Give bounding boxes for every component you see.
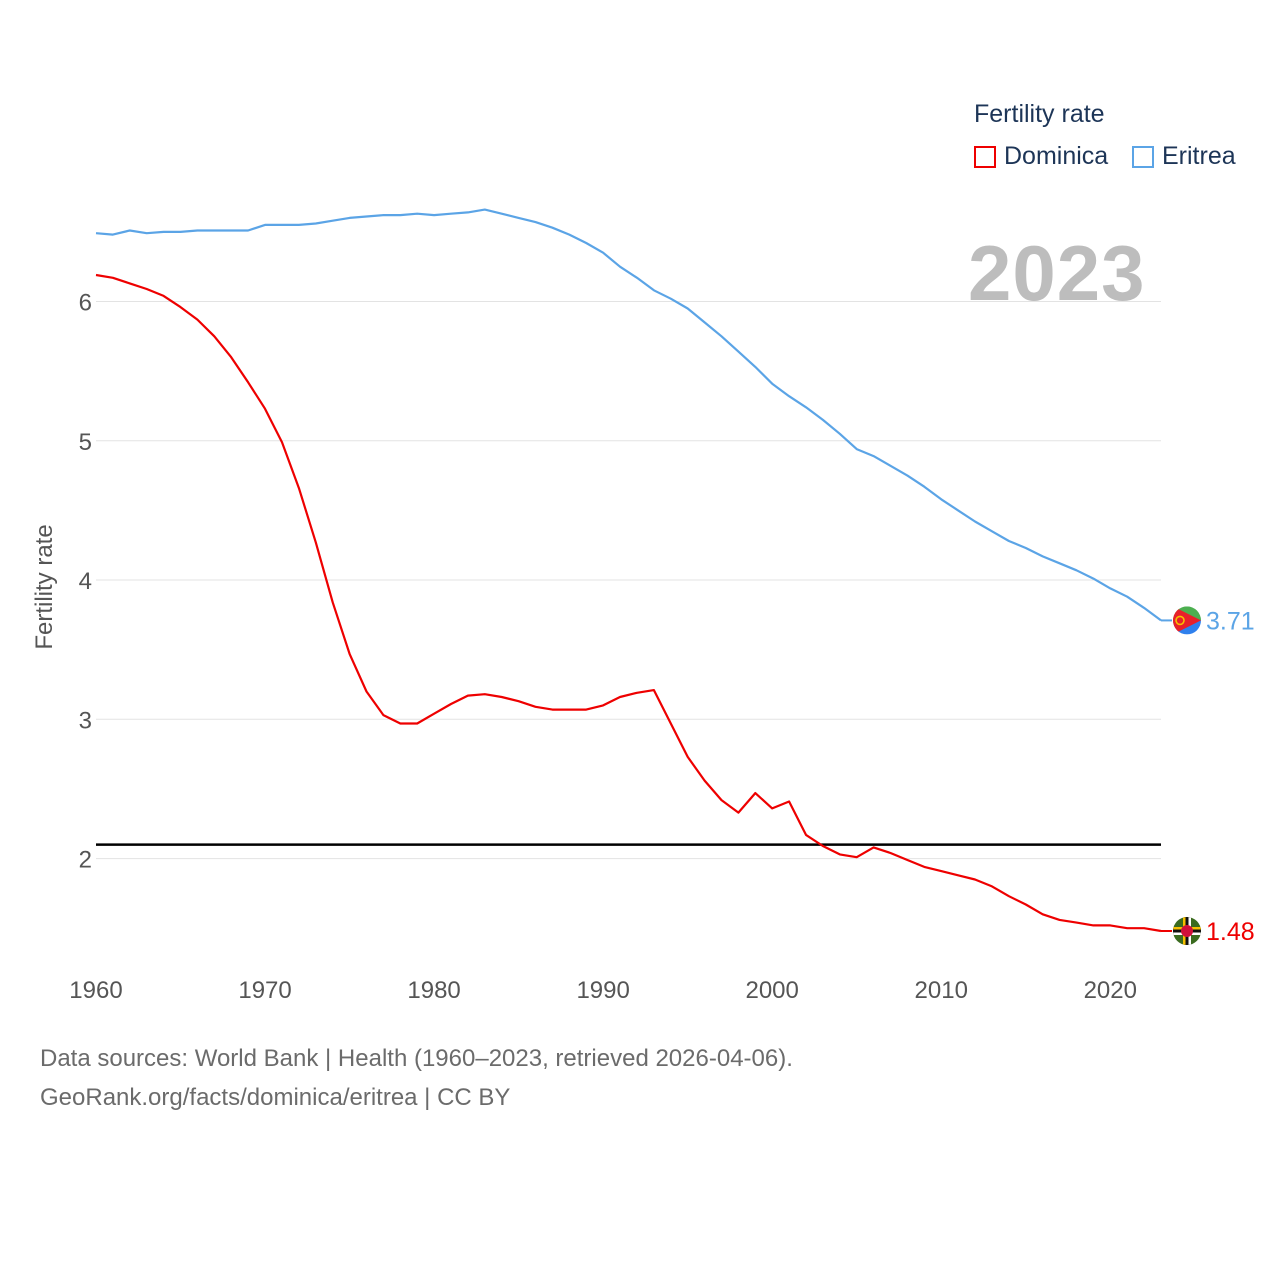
series-line-dominica xyxy=(95,273,1162,933)
year-label: 2023 xyxy=(968,229,1146,317)
legend-title: Fertility rate xyxy=(974,100,1105,128)
eritrea-flag-icon xyxy=(1173,606,1201,635)
x-tick-label-2000: 2000 xyxy=(745,977,798,1004)
x-tick-label-1990: 1990 xyxy=(576,977,629,1004)
y-axis-label: Fertility rate xyxy=(31,524,58,649)
y-tick-label-5: 5 xyxy=(79,429,92,456)
x-tick-label-1960: 1960 xyxy=(69,977,122,1004)
end-label-eritrea: 3.71 xyxy=(1206,607,1255,635)
y-tick-label-6: 6 xyxy=(79,289,92,316)
x-tick-label-1980: 1980 xyxy=(407,977,460,1004)
y-tick-label-2: 2 xyxy=(79,847,92,874)
source-line-1: Data sources: World Bank | Health (1960–… xyxy=(40,1045,793,1072)
x-tick-label-2020: 2020 xyxy=(1084,977,1137,1004)
x-tick-label-1970: 1970 xyxy=(238,977,291,1004)
legend-swatch-eritrea xyxy=(1132,145,1154,168)
legend-swatch-dominica xyxy=(974,145,996,168)
legend-item-dominica[interactable]: Dominica xyxy=(974,142,1108,171)
legend-label-eritrea: Eritrea xyxy=(1162,142,1236,170)
dominica-flag-icon xyxy=(1173,917,1201,946)
legend-item-eritrea[interactable]: Eritrea xyxy=(1132,142,1236,171)
legend-label-dominica: Dominica xyxy=(1004,142,1109,170)
x-tick-label-2010: 2010 xyxy=(915,977,968,1004)
end-label-dominica: 1.48 xyxy=(1206,918,1255,946)
y-tick-label-3: 3 xyxy=(79,707,92,734)
source-line-2[interactable]: GeoRank.org/facts/dominica/eritrea | CC … xyxy=(40,1084,511,1111)
series-line-eritrea xyxy=(95,208,1162,622)
y-tick-label-4: 4 xyxy=(79,568,92,595)
